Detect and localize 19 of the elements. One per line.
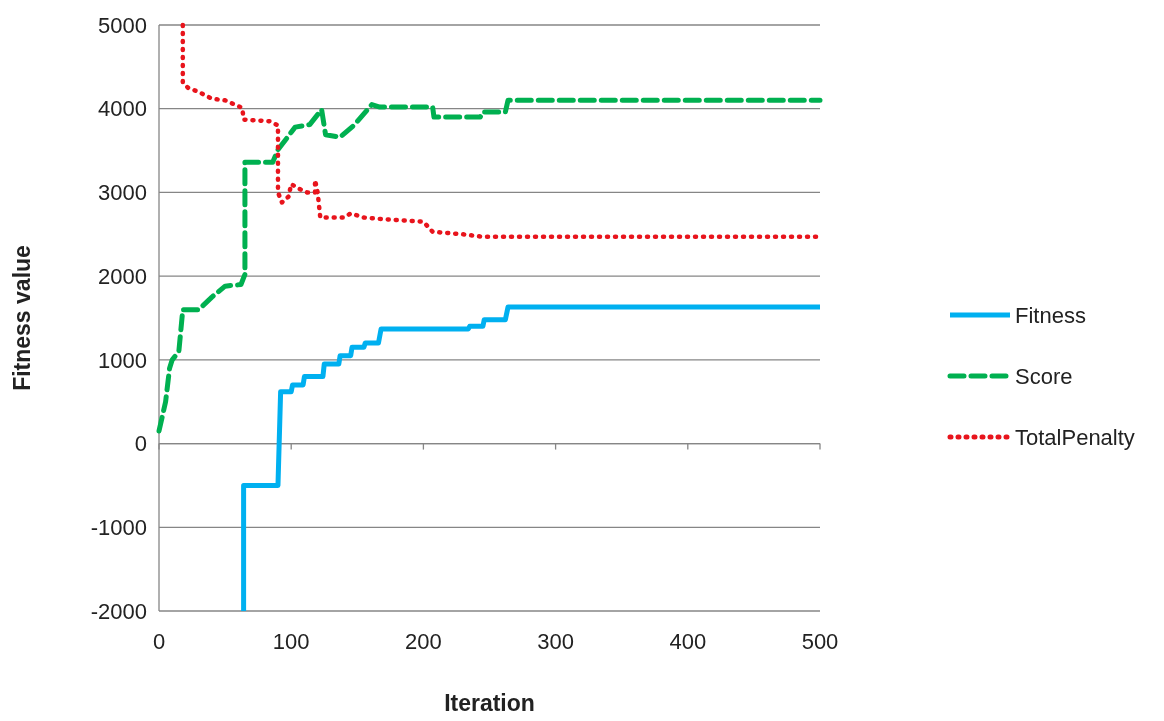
y-tick-label: 1000 <box>98 347 147 373</box>
x-tick-label: 400 <box>669 629 707 654</box>
legend-label: TotalPenalty <box>1015 424 1135 450</box>
legend-label: Fitness <box>1015 302 1086 328</box>
legend-label: Score <box>1015 363 1073 389</box>
y-tick-label: -2000 <box>90 598 147 624</box>
y-tick-label: 3000 <box>98 180 147 206</box>
y-tick-label: 5000 <box>98 12 147 38</box>
y-tick-label: 4000 <box>98 96 147 122</box>
x-tick-label: 300 <box>537 629 574 654</box>
x-tick-label: 500 <box>801 629 839 654</box>
x-tick-label: 200 <box>405 629 442 654</box>
x-tick-label: 100 <box>272 629 310 654</box>
x-axis-title: Iteration <box>444 690 535 716</box>
y-tick-label: 2000 <box>98 263 147 289</box>
y-tick-label: 0 <box>134 431 147 457</box>
y-tick-label: -1000 <box>90 514 147 540</box>
x-tick-label: 0 <box>152 629 166 654</box>
y-axis-title: Fitness value <box>9 245 35 391</box>
